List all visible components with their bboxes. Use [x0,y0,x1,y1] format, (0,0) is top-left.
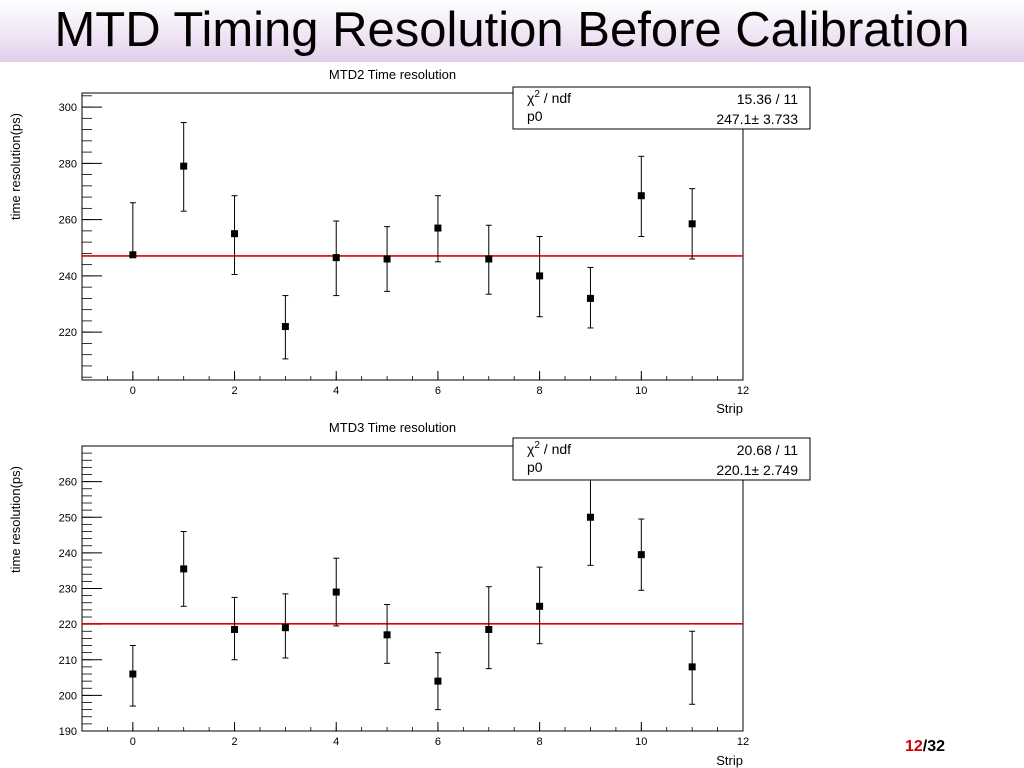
y-tick-label: 240 [59,271,77,283]
data-point [688,663,696,671]
stats-p0-pm: ± [751,462,759,478]
x-tick-label: 12 [737,736,749,748]
y-tick-label: 260 [59,477,77,489]
data-point [637,192,645,200]
data-point [332,254,340,262]
x-tick-label: 10 [635,385,647,397]
stats-chi2-label: χ2 / ndf [527,89,571,106]
y-tick-label: 250 [59,512,77,524]
page-total: 32 [927,738,946,755]
y-tick-label: 200 [59,690,77,702]
data-point [180,565,188,573]
data-point [485,255,493,263]
x-tick-label: 2 [231,385,237,397]
stats-box [512,86,811,130]
stats-p0-error: 2.749 [759,462,798,478]
data-point [586,294,594,302]
x-tick-label: 8 [537,736,543,748]
chart-2: MTD3 Time resolution19020021022023024025… [8,420,811,768]
x-tick-label: 10 [635,736,647,748]
stats-chi2-superscript: 2 [534,89,540,100]
chart-title: MTD2 Time resolution [329,67,456,82]
stats-box [512,437,811,481]
data-point [434,677,442,685]
data-point [281,624,289,632]
data-point [231,230,239,238]
stats-p0-label: p0 [527,459,543,475]
x-tick-label: 2 [231,736,237,748]
y-tick-label: 220 [59,327,77,339]
stats-p0-value: 220.1± 2.749 [716,462,798,478]
stats-chi2-label: χ2 / ndf [527,440,571,457]
data-point [281,323,289,331]
data-point [383,255,391,263]
page-number: 12/32 [905,738,985,756]
stats-chi2-ndf: / ndf [540,90,571,106]
y-axis-label: time resolution(ps) [8,466,23,573]
y-tick-label: 280 [59,158,77,170]
stats-chi2-superscript: 2 [534,440,540,451]
data-point [129,251,137,259]
data-point [231,625,239,633]
page-current: 12 [905,738,923,755]
data-point [536,602,544,610]
page-separator: / [922,738,928,755]
y-axis-label: time resolution(ps) [8,113,23,220]
data-point [586,513,594,521]
plot-frame [81,445,744,732]
data-point [332,588,340,596]
stats-p0-error: 3.733 [759,111,798,127]
x-tick-label: 0 [130,385,136,397]
stats-chi2-symbol: χ [527,90,535,106]
x-tick-label: 6 [435,736,441,748]
y-tick-label: 210 [59,655,77,667]
stats-chi2-symbol: χ [527,441,535,457]
x-tick-label: 0 [130,736,136,748]
chart-title: MTD3 Time resolution [329,420,456,435]
stats-p0-mean: 247.1 [716,111,751,127]
stats-chi2-value: 20.68 / 11 [737,442,798,458]
x-tick-label: 12 [737,385,749,397]
x-axis-label: Strip [716,401,743,416]
chart-1: MTD2 Time resolution 220 240 260 280 300 0 2 4 6 8… [8,67,811,416]
stats-p0-label: p0 [527,108,543,124]
stats-chi2-value: 15.36 / 11 [737,91,798,107]
x-tick-label: 4 [333,736,339,748]
data-point [637,551,645,559]
slide-title: MTD Timing Resolution Before Calibration [54,3,970,57]
x-axis-label: Strip [716,753,743,768]
y-tick-label: 260 [59,215,77,227]
data-point [383,631,391,639]
stats-p0-mean: 220.1 [716,462,751,478]
stats-p0-value: 247.1± 3.733 [716,111,798,127]
y-tick-label: 230 [59,584,77,596]
stats-chi2-ndf: / ndf [540,441,571,457]
x-tick-label: 6 [435,385,441,397]
data-point [485,625,493,633]
x-tick-label: 8 [537,385,543,397]
data-point [434,224,442,232]
data-point [536,272,544,280]
data-point [180,162,188,170]
y-tick-label: 190 [59,726,77,738]
y-tick-label: 300 [59,102,77,114]
y-tick-label: 240 [59,548,77,560]
stats-p0-pm: ± [751,111,759,127]
data-point [129,670,137,678]
y-tick-label: 220 [59,619,77,631]
data-point [688,220,696,228]
x-tick-label: 4 [333,385,339,397]
title-bar: MTD Timing Resolution Before Calibration [0,0,1024,62]
